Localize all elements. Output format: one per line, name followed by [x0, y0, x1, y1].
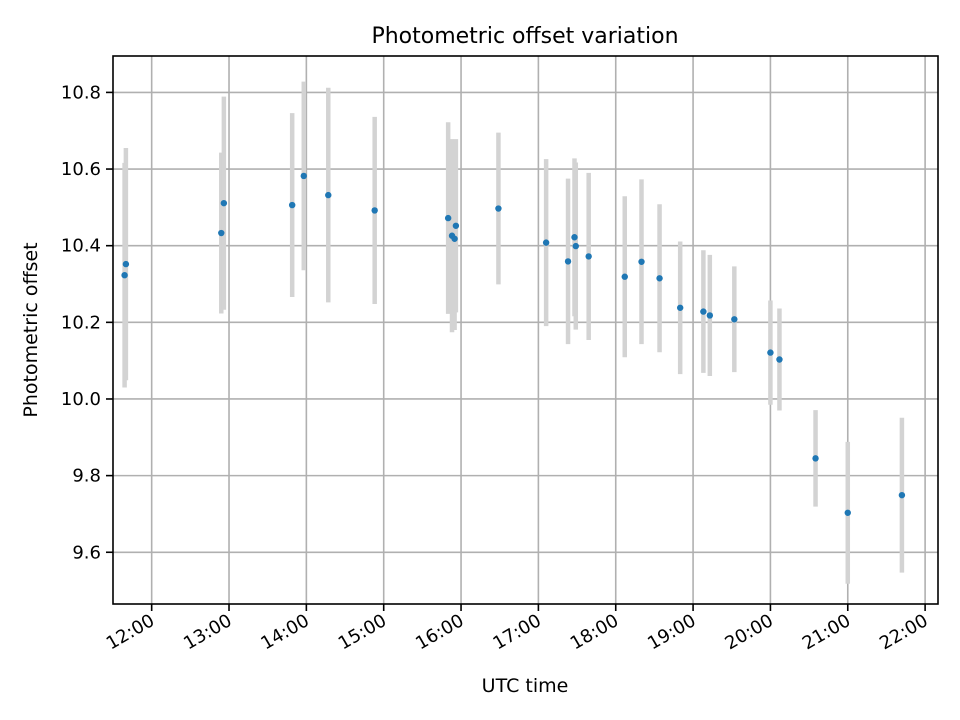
data-point — [776, 356, 783, 363]
data-point — [585, 253, 592, 260]
y-tick-label: 10.0 — [61, 389, 101, 410]
y-tick-labels: 9.6 9.8 10.0 10.2 10.4 10.6 10.8 — [61, 82, 101, 563]
data-point — [300, 172, 307, 180]
data-point — [621, 273, 628, 280]
y-axis-label: Photometric offset — [20, 242, 42, 417]
data-point — [572, 242, 579, 250]
data-point — [638, 258, 645, 265]
data-point — [812, 455, 819, 462]
data-point — [676, 304, 684, 311]
data-point — [325, 191, 332, 199]
data-point — [288, 201, 296, 209]
data-point — [371, 207, 378, 214]
y-tick-label: 10.6 — [61, 159, 101, 180]
x-axis-label: UTC time — [482, 675, 569, 697]
y-tick-label: 10.8 — [61, 82, 101, 103]
ticks — [106, 91, 926, 611]
data-point — [218, 229, 225, 237]
data-point — [844, 509, 851, 516]
data-point — [542, 239, 550, 246]
chart-title: Photometric offset variation — [371, 24, 678, 49]
data-point — [495, 205, 502, 212]
data-point — [706, 312, 714, 319]
data-point — [564, 258, 572, 265]
y-tick-label: 9.8 — [72, 466, 101, 487]
data-point — [700, 308, 707, 315]
data-point — [767, 349, 774, 356]
plot-frame — [112, 55, 939, 605]
grid — [113, 56, 938, 604]
plot-area — [113, 56, 938, 604]
y-tick-label: 9.6 — [72, 542, 101, 563]
data-points — [121, 172, 906, 516]
data-point — [220, 199, 228, 207]
data-point — [731, 316, 738, 323]
data-point — [444, 214, 452, 222]
data-point — [122, 260, 130, 268]
data-point — [121, 272, 128, 279]
data-point — [656, 275, 663, 282]
data-point — [452, 222, 460, 229]
data-point — [451, 235, 458, 242]
y-tick-label: 10.4 — [61, 236, 101, 257]
data-point — [898, 491, 906, 499]
y-tick-label: 10.2 — [61, 312, 101, 333]
data-point — [571, 234, 578, 241]
